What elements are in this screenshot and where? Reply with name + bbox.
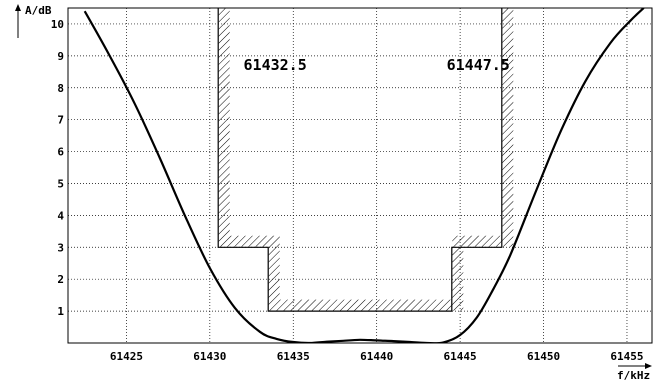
tolerance-mask xyxy=(217,8,514,312)
curve-line xyxy=(83,8,645,343)
x-tick-label: 61440 xyxy=(360,350,393,363)
mask-hatch xyxy=(218,8,514,311)
y-tick-label: 5 xyxy=(57,177,64,190)
y-tick-label: 9 xyxy=(57,50,64,63)
x-axis-label: f/kHz xyxy=(617,369,650,381)
attenuation-curve xyxy=(83,8,645,343)
x-axis-arrow xyxy=(618,363,652,369)
x-tick-label: 61425 xyxy=(110,350,143,363)
y-axis-label: A/dB xyxy=(25,4,52,17)
x-tick-label: 61455 xyxy=(610,350,643,363)
x-tick-label: 61430 xyxy=(193,350,226,363)
y-tick-label: 6 xyxy=(57,146,64,159)
plot-area xyxy=(67,7,653,344)
y-tick-label: 2 xyxy=(57,273,64,286)
mask-outline xyxy=(217,8,503,312)
x-tick-label: 61450 xyxy=(527,350,560,363)
y-tick-label: 1 xyxy=(57,305,64,318)
y-tick-label: 10 xyxy=(51,18,64,31)
y-tick-labels: 1 2 3 4 5 6 7 8 9 10 xyxy=(51,18,65,318)
y-tick-label: 4 xyxy=(57,209,64,222)
grid-lines xyxy=(68,8,652,343)
annotation-label: 61447.5 xyxy=(447,56,510,74)
y-tick-label: 3 xyxy=(57,241,64,254)
annotation-label: 61432.5 xyxy=(244,56,307,74)
x-tick-label: 61445 xyxy=(444,350,477,363)
annotations: 61432.5 61447.5 xyxy=(244,56,510,74)
x-tick-label: 61435 xyxy=(277,350,310,363)
y-tick-label: 7 xyxy=(57,114,64,127)
x-tick-labels: 61425 61430 61435 61440 61445 61450 61455 xyxy=(110,350,644,363)
y-tick-label: 8 xyxy=(57,82,64,95)
y-axis-arrow xyxy=(15,4,21,38)
